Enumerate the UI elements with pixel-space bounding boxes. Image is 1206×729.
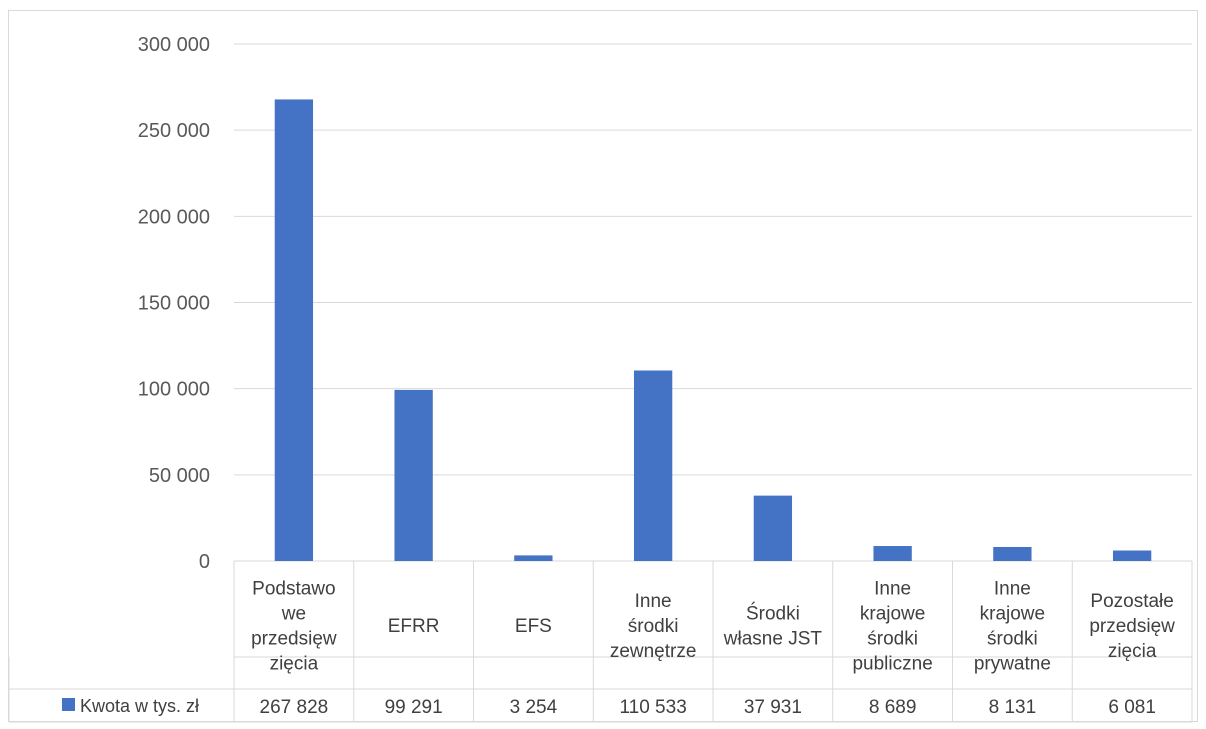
y-axis-tick-labels: 0 50 000 100 000 150 000 200 000 250 000 300 0… xyxy=(138,34,210,573)
y-tick-label: 50 000 xyxy=(149,465,210,487)
x-category-label: Inne krajowe środki prywatne xyxy=(974,579,1051,675)
x-category-label: EFS xyxy=(515,616,552,637)
y-tick-label: 0 xyxy=(199,551,210,573)
data-label: 8 689 xyxy=(869,697,917,718)
bar xyxy=(1112,550,1152,561)
data-label: 110 533 xyxy=(619,697,686,718)
bars xyxy=(274,99,1152,561)
x-category-label: Pozostałe przedsięw zięcia xyxy=(1089,591,1175,662)
data-label: 3 254 xyxy=(510,697,558,718)
data-label: 8 131 xyxy=(989,697,1037,718)
y-tick-label: 100 000 xyxy=(138,379,210,401)
data-label: 267 828 xyxy=(260,697,329,718)
bar xyxy=(274,99,314,561)
x-category-label: Środki własne JST xyxy=(723,603,823,650)
x-category-label: Inne środki zewnętrze xyxy=(610,591,697,662)
legend-key xyxy=(62,698,75,711)
bar xyxy=(873,546,912,561)
bar xyxy=(514,555,553,561)
data-label: 37 931 xyxy=(744,697,802,718)
data-label: 6 081 xyxy=(1108,697,1156,718)
y-tick-label: 200 000 xyxy=(138,206,210,228)
bar xyxy=(394,389,433,561)
y-tick-label: 300 000 xyxy=(138,34,210,56)
data-label: 99 291 xyxy=(385,697,443,718)
x-category-label: Podstawo we przedsięw zięcia xyxy=(251,579,337,675)
y-tick-label: 150 000 xyxy=(138,293,210,315)
gridlines xyxy=(234,43,1192,562)
chart-frame: 0 50 000 100 000 150 000 200 000 250 000 300 0… xyxy=(8,10,1198,723)
bar xyxy=(753,495,793,561)
data-table: Podstawo we przedsięw zięcia EFRR EFS Inne środ… xyxy=(9,561,1193,723)
y-tick-label: 250 000 xyxy=(138,120,210,142)
bar-chart: 0 50 000 100 000 150 000 200 000 250 000 300 0… xyxy=(9,34,1193,723)
bar xyxy=(633,370,673,561)
legend-series-name: Kwota w tys. zł xyxy=(80,696,199,716)
x-category-label: Inne krajowe środki publiczne xyxy=(852,579,932,675)
bar xyxy=(993,546,1032,561)
x-category-label: EFRR xyxy=(388,616,440,637)
